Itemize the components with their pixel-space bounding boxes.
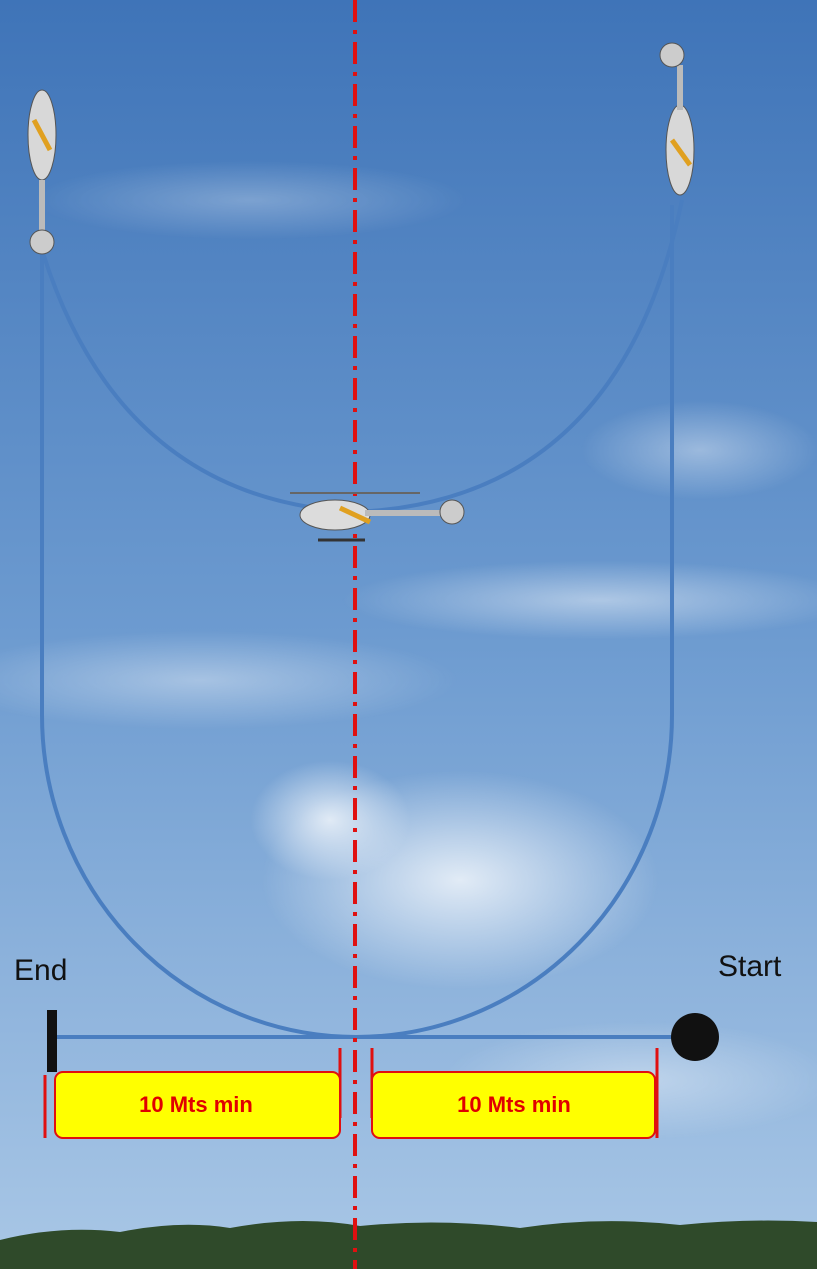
start-marker <box>671 1013 719 1061</box>
distance-label: 10 Mts min <box>457 1092 571 1117</box>
distance-label: 10 Mts min <box>139 1092 253 1117</box>
page: 10 Mts min 10 Mts min End Start (() => {… <box>0 0 817 1269</box>
end-label: End <box>14 954 67 987</box>
diagram: 10 Mts min 10 Mts min End Start <box>0 0 817 1269</box>
start-label: Start <box>718 950 782 983</box>
end-marker <box>47 1010 57 1072</box>
